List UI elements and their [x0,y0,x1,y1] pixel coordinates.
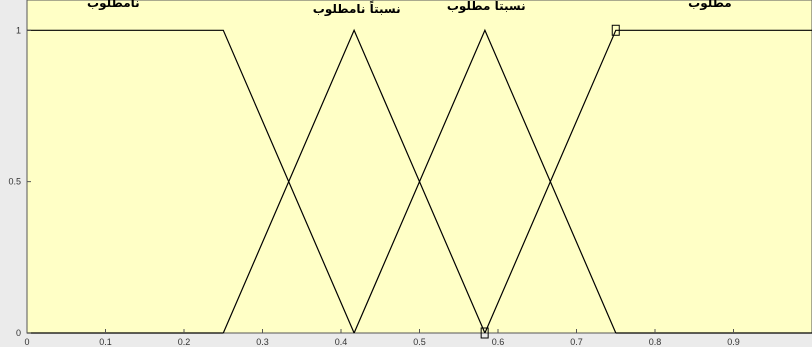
markers-group [480,24,620,339]
x-tick-label: 0.5 [413,337,426,347]
x-tick-label: 0.8 [649,337,662,347]
membership-curve-1 [27,29,355,334]
x-tick-label: 0.6 [492,337,505,347]
y-tick-label: 0.5 [8,177,21,187]
membership-curve-4 [484,29,812,334]
membership-label-1: نامطلوب [87,0,140,11]
x-tick-label: 0.7 [570,337,583,347]
point-marker-1 [611,24,620,36]
membership-label-2: نسبتاً نامطلوب [313,0,401,17]
x-tick-label: 0.2 [178,337,191,347]
plot-area [26,0,812,334]
x-tick-label: 0.4 [335,337,348,347]
ticks-group: 0 0.1 0.2 0.3 0.4 0.5 0.6 0.7 0.8 0.9 0 0.5 1 [8,25,739,347]
curves-group [27,28,812,334]
y-tick-label: 0 [16,328,21,338]
membership-label-3: نسبتاً مطلوب [447,0,526,14]
y-tick-label: 1 [16,25,21,35]
membership-curve-3 [353,28,617,334]
x-tick-label: 0.1 [99,337,112,347]
membership-label-4: مطلوب [688,0,732,11]
point-marker-2 [480,327,489,339]
x-tick-label: 0.3 [256,337,269,347]
labels-group: نامطلوب نسبتاً نامطلوب نسبتاً مطلوب مطلوب [87,0,732,17]
x-tick-label: 0 [24,337,29,347]
membership-curve-2 [222,28,486,334]
x-tick-label: 0.9 [727,337,740,347]
